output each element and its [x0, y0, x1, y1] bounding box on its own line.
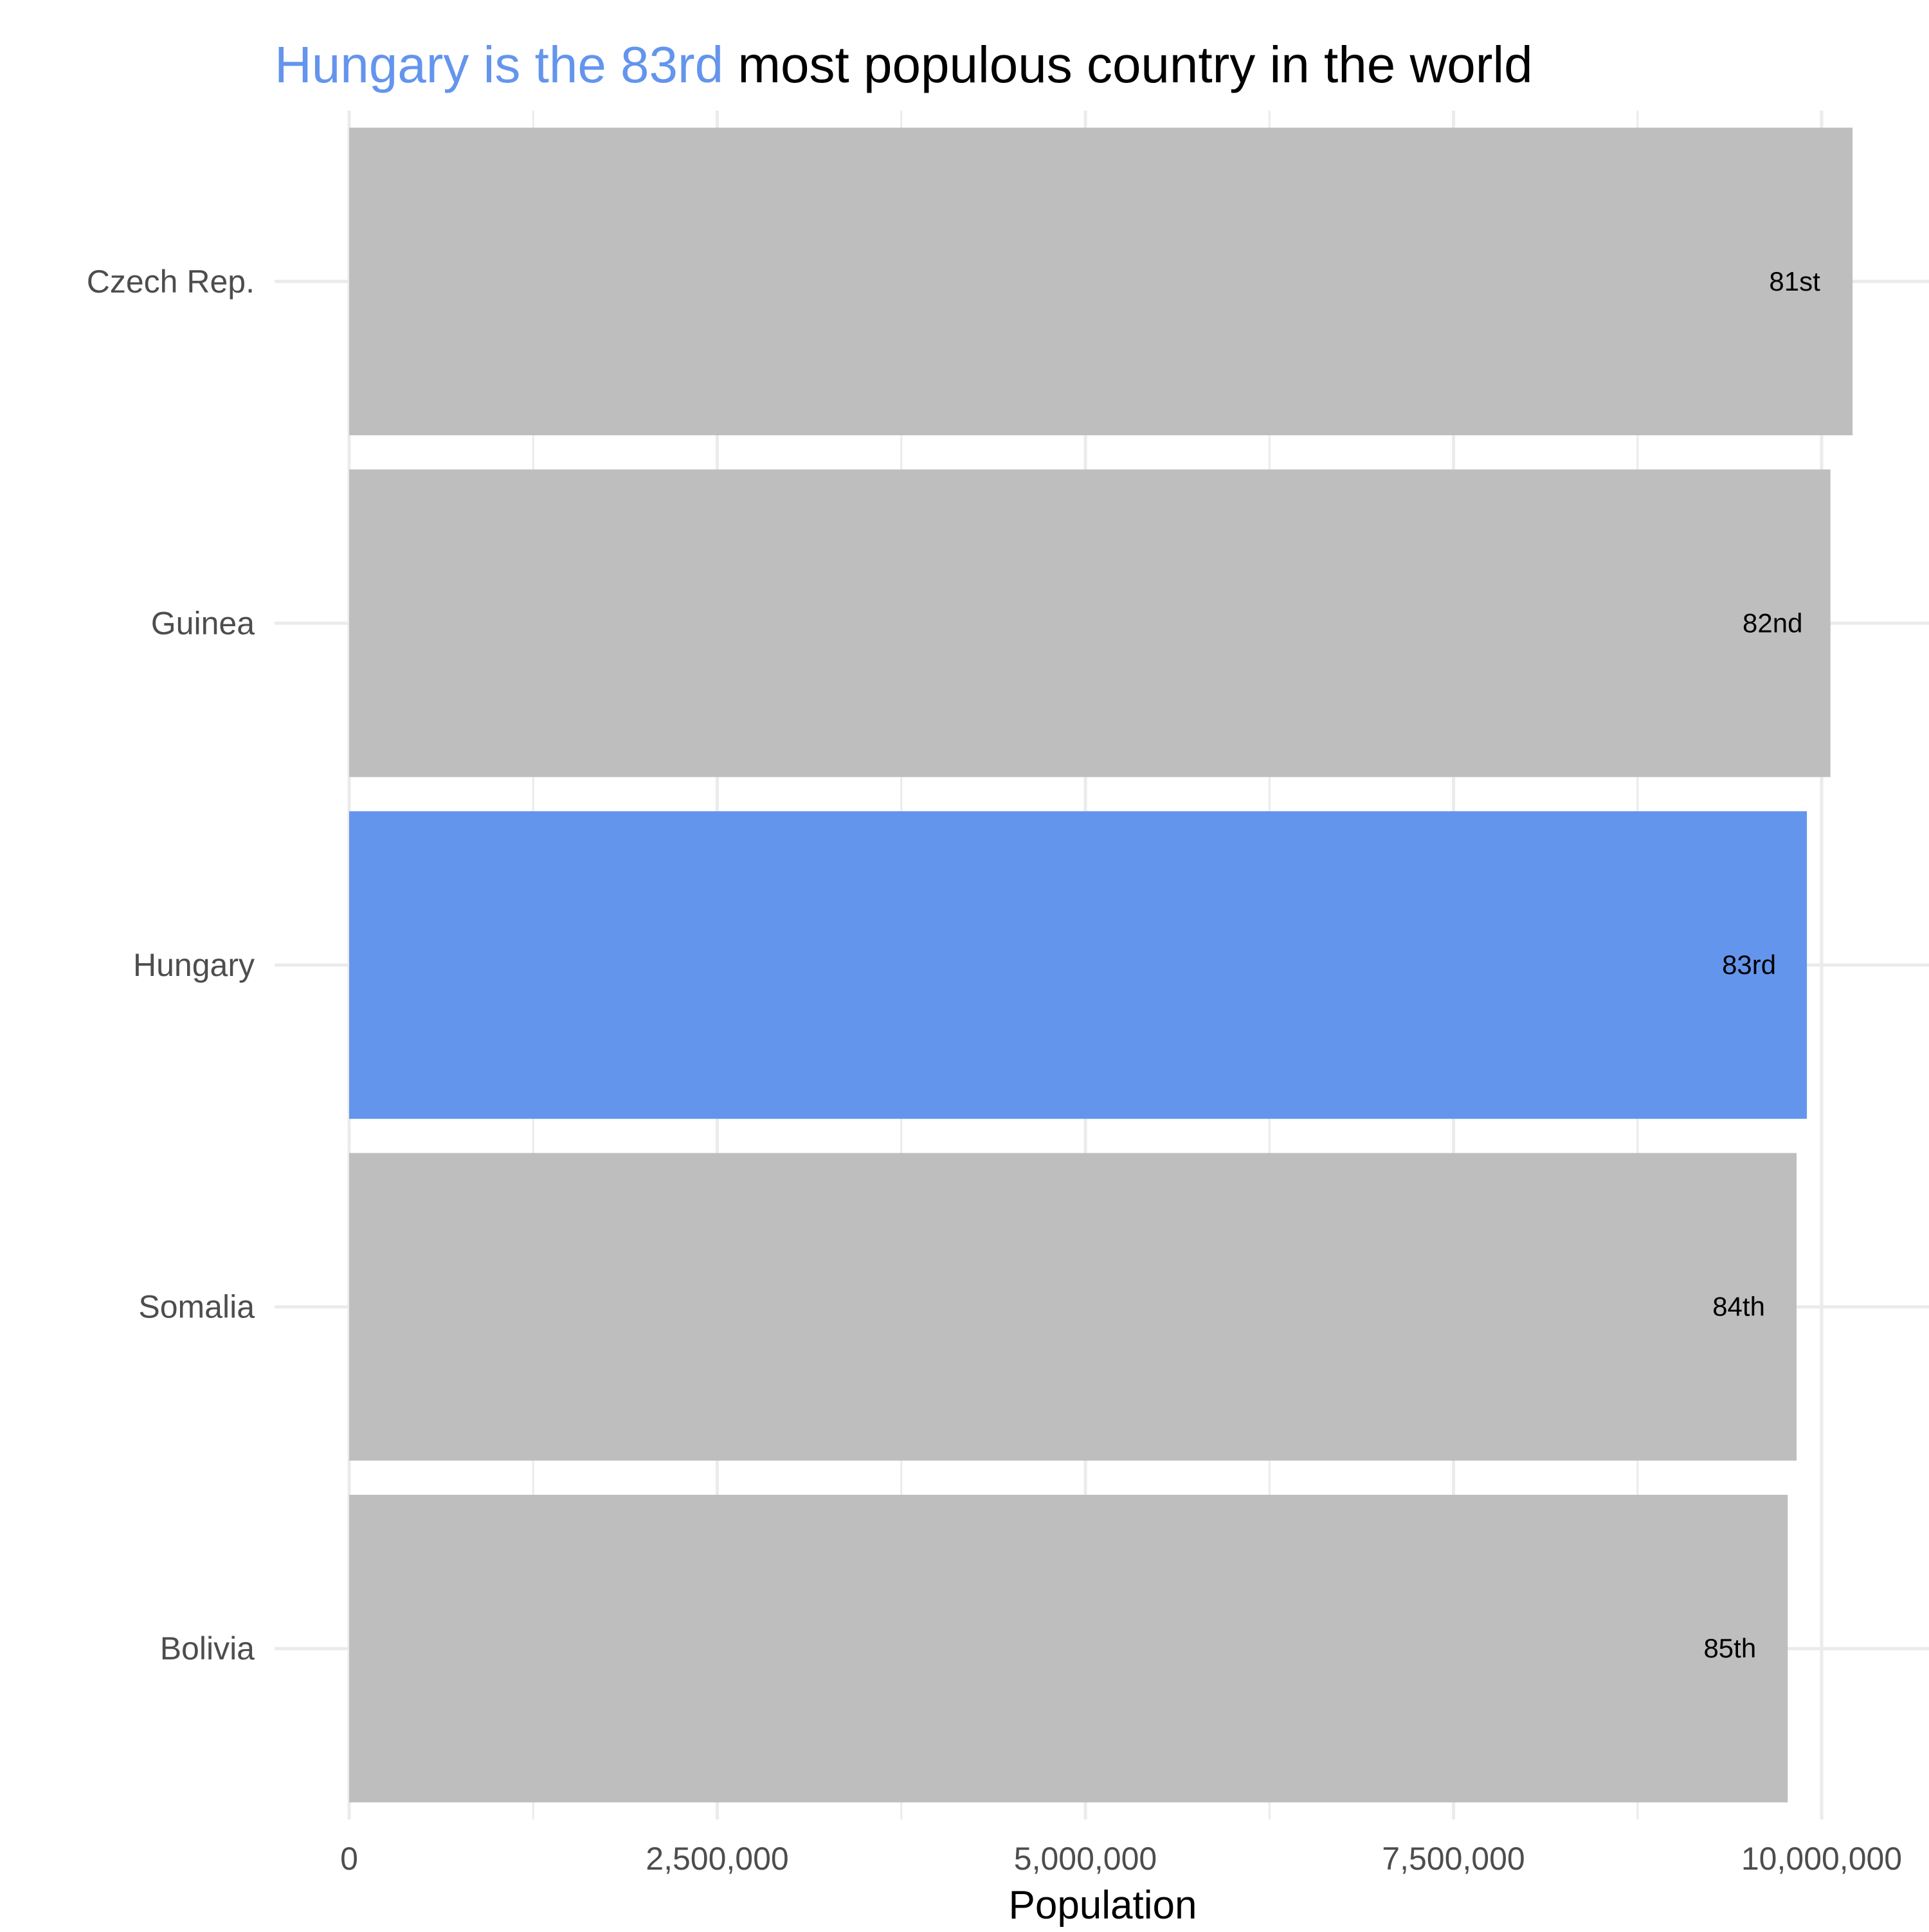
bar-somalia	[349, 1153, 1797, 1461]
chart-title-highlight: Hungary is the 83rd	[275, 36, 723, 93]
bar-czech-rep	[349, 127, 1853, 436]
bar-hungary	[349, 811, 1807, 1119]
x-tick-label: 10,000,000	[1741, 1841, 1902, 1877]
chart-title: Hungary is the 83rd most populous countr…	[275, 36, 1533, 93]
bar-value-label: 84th	[1712, 1292, 1765, 1322]
chart-title-rest: most populous country in the world	[723, 36, 1532, 93]
x-axis-labels: 0 2,500,000 5,000,000 7,500,000 10,000,000	[340, 1841, 1902, 1877]
bar-value-label: 82nd	[1743, 608, 1802, 638]
bar-labels: 81st 82nd 83rd 84th 85th	[1703, 266, 1820, 1663]
x-tick-label: 0	[340, 1841, 358, 1877]
y-tick-label: Hungary	[133, 947, 255, 983]
bar-value-label: 85th	[1703, 1633, 1756, 1663]
bar-value-label: 81st	[1769, 266, 1820, 296]
bar-bolivia	[349, 1494, 1788, 1803]
y-tick-label: Bolivia	[160, 1630, 255, 1666]
y-axis-labels: Czech Rep. Guinea Hungary Somalia Bolivia	[87, 264, 255, 1666]
x-tick-label: 5,000,000	[1014, 1841, 1157, 1877]
x-axis-title: Population	[1008, 1883, 1197, 1927]
bars	[349, 127, 1853, 1803]
x-tick-label: 7,500,000	[1382, 1841, 1525, 1877]
y-tick-label: Somalia	[138, 1289, 255, 1325]
bar-value-label: 83rd	[1722, 950, 1776, 980]
x-tick-label: 2,500,000	[646, 1841, 788, 1877]
y-tick-label: Guinea	[151, 605, 255, 641]
y-tick-label: Czech Rep.	[87, 264, 255, 300]
bar-guinea	[349, 469, 1831, 777]
